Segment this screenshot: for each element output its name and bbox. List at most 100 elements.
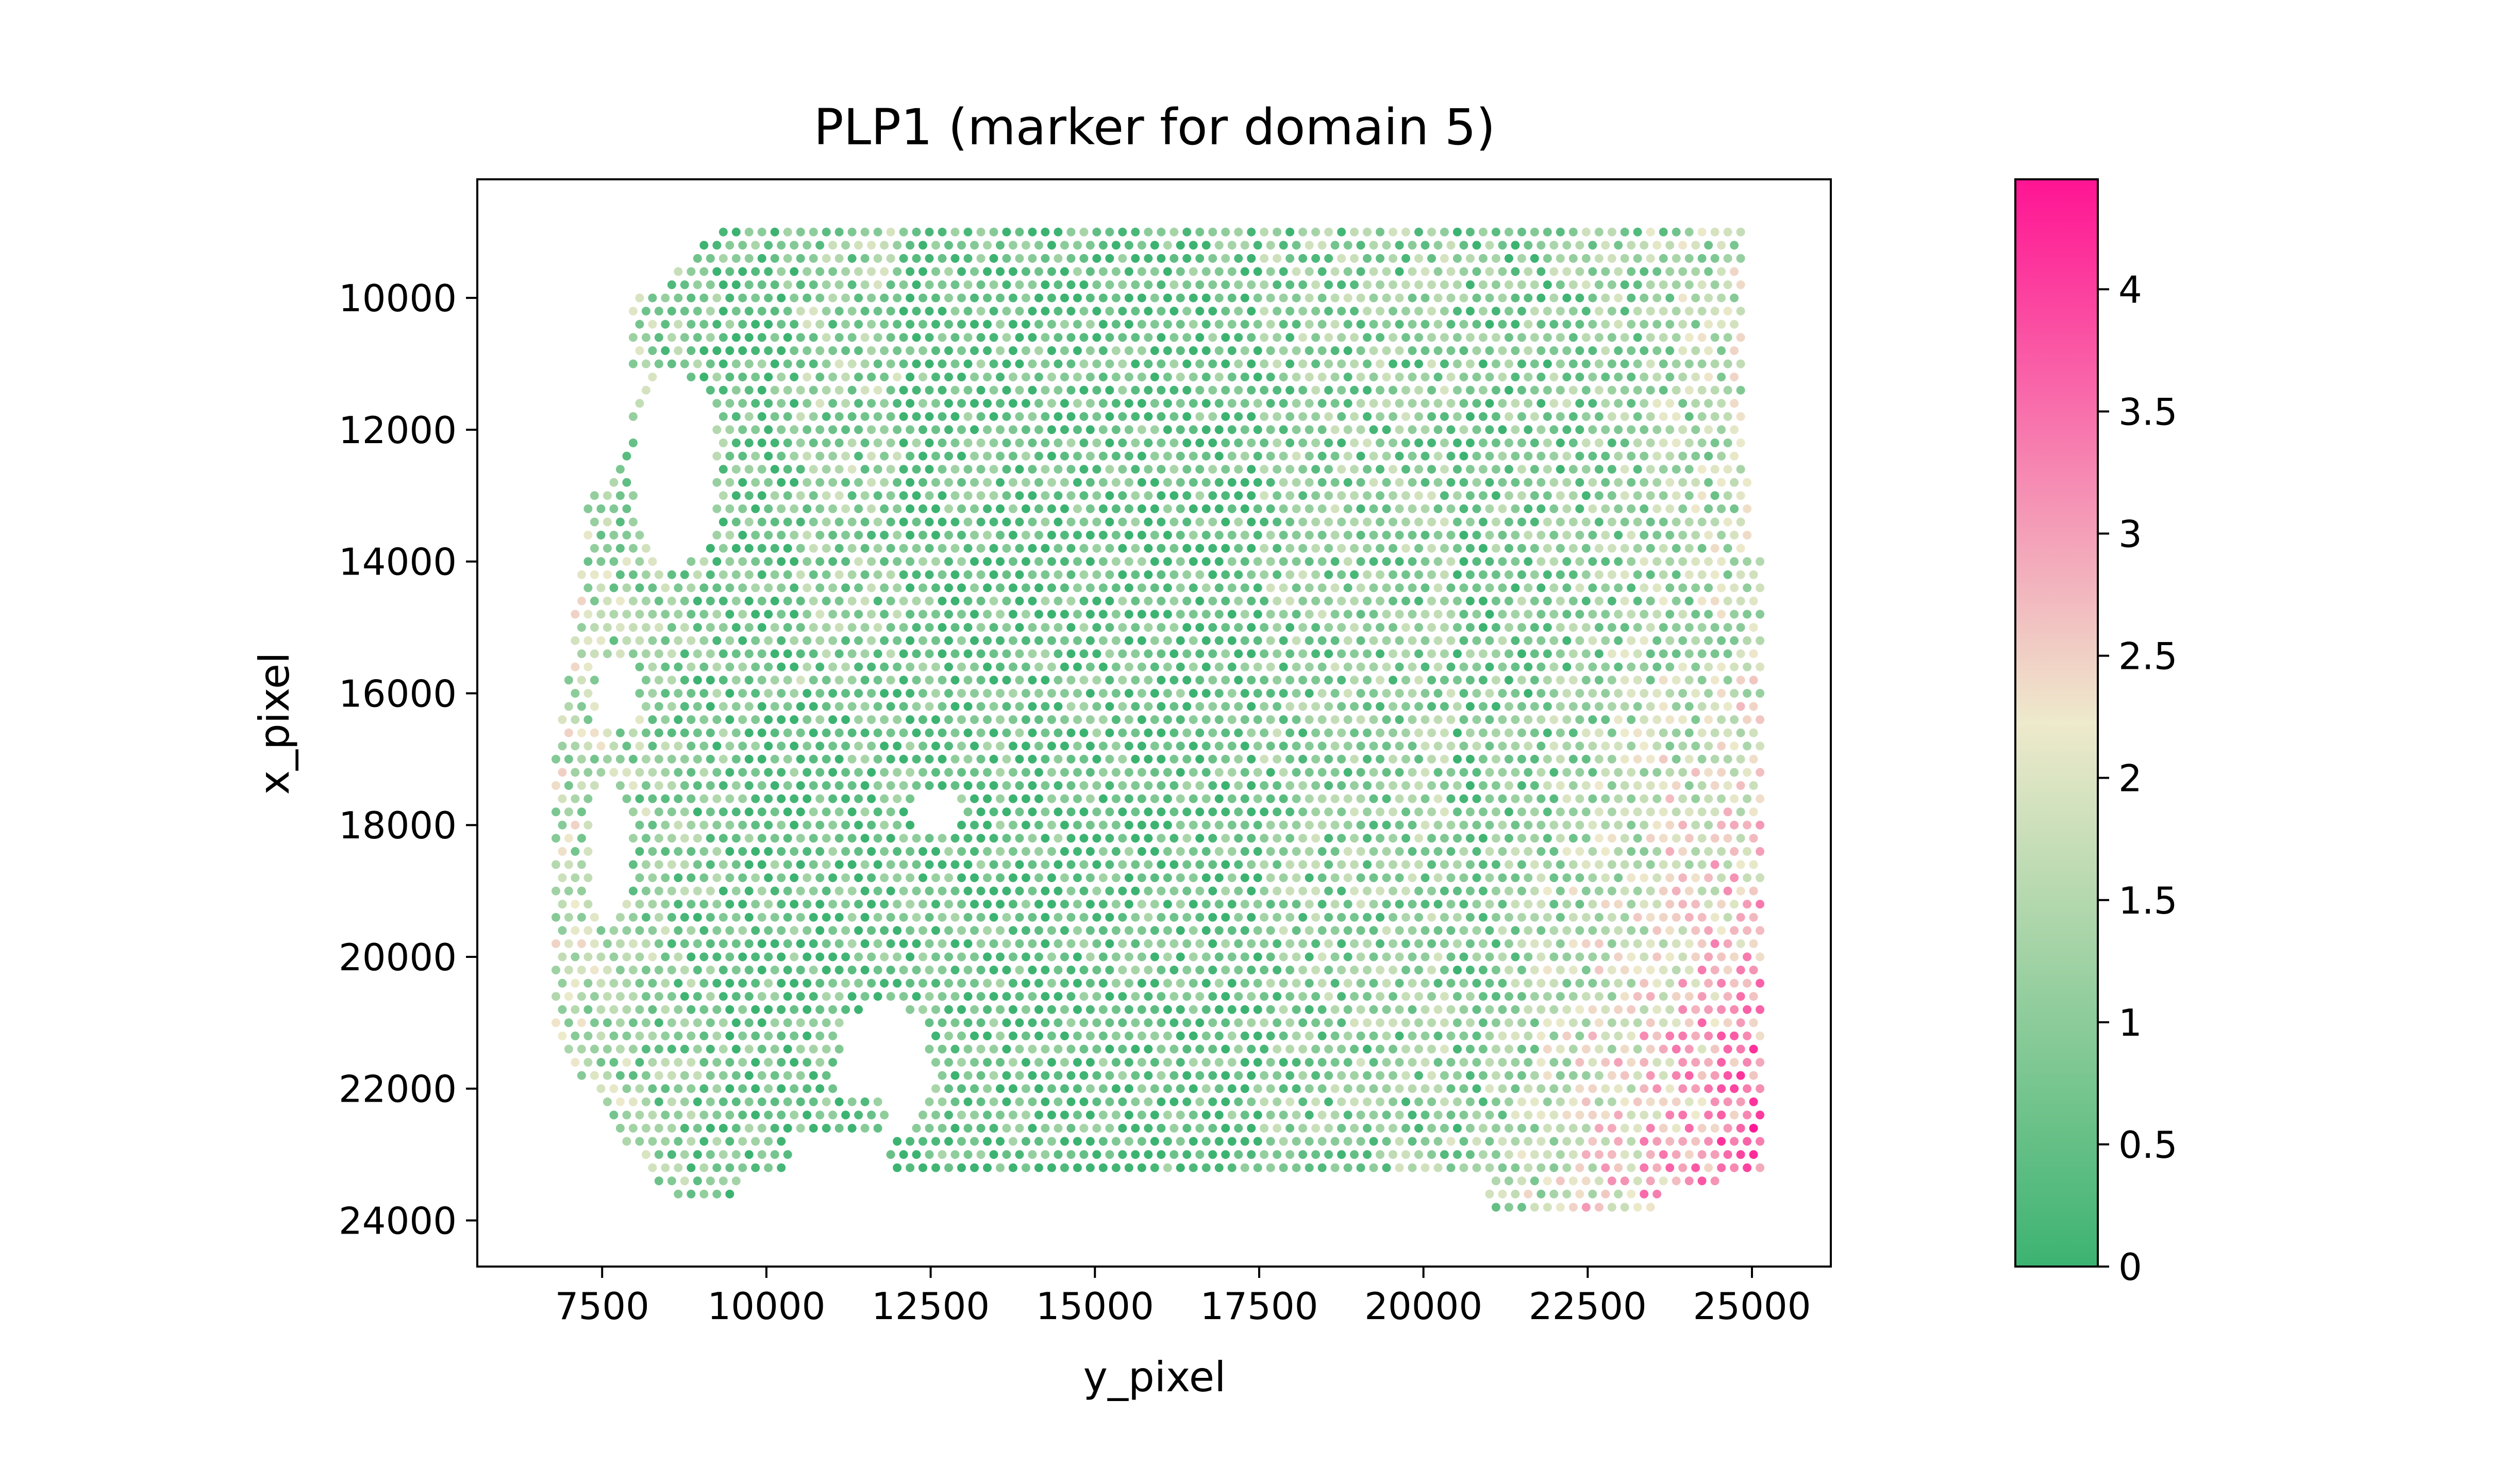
expression-spot [1214,346,1224,355]
expression-spot [1189,531,1198,539]
expression-spot [706,570,715,579]
expression-spot [1627,900,1636,909]
expression-spot [1704,241,1713,250]
expression-spot [1575,847,1584,856]
expression-spot [1478,280,1488,290]
expression-spot [912,307,921,316]
expression-spot [1150,557,1159,566]
expression-spot [1163,504,1172,513]
expression-spot [957,900,966,909]
expression-spot [1118,886,1127,896]
expression-spot [880,662,889,671]
expression-spot [1730,319,1739,329]
expression-spot [989,966,998,974]
expression-spot [1266,926,1275,935]
expression-spot [1305,557,1314,566]
expression-spot [687,715,696,724]
expression-spot [1459,267,1468,276]
expression-spot [1214,478,1224,487]
expression-spot [1131,676,1140,685]
expression-spot [1389,359,1397,368]
expression-spot [1594,385,1604,395]
expression-spot [1054,939,1063,948]
expression-spot [841,715,850,724]
expression-spot [970,636,979,645]
expression-spot [1601,425,1610,434]
expression-spot [1478,412,1488,421]
expression-spot [1433,425,1443,434]
expression-spot [1440,754,1449,764]
expression-spot [1253,741,1262,751]
expression-spot [1060,241,1069,250]
expression-spot [1073,636,1082,645]
expression-spot [674,293,683,302]
expression-spot [925,886,934,896]
expression-spot [1273,807,1282,817]
expression-spot [834,280,844,290]
expression-spot [1491,412,1500,421]
expression-spot [1485,267,1494,276]
expression-spot [1459,636,1468,645]
expression-spot [1214,241,1224,250]
expression-spot [983,847,992,856]
expression-spot [1041,465,1050,474]
expression-spot [822,781,831,790]
expression-spot [1704,425,1713,434]
expression-spot [777,952,786,962]
expression-spot [687,926,696,935]
expression-spot [1452,412,1462,421]
expression-spot [1614,425,1623,434]
expression-spot [1627,741,1636,751]
expression-spot [1253,425,1262,434]
expression-spot [583,741,593,751]
expression-spot [873,649,882,659]
expression-spot [1170,254,1179,263]
expression-spot [1189,689,1198,698]
expression-spot [1292,768,1301,777]
expression-spot [1717,820,1726,830]
expression-spot [1189,425,1198,434]
expression-spot [1221,412,1230,421]
expression-spot [1562,952,1572,962]
expression-spot [860,491,870,500]
expression-spot [912,702,921,711]
expression-spot [770,886,779,896]
expression-spot [790,425,799,434]
expression-spot [1491,385,1500,395]
expression-spot [899,544,908,553]
expression-spot [1749,860,1758,869]
expression-spot [615,913,625,922]
expression-spot [1524,451,1533,461]
expression-spot [1208,913,1217,922]
expression-spot [706,544,715,553]
expression-spot [1041,860,1050,869]
expression-spot [828,926,838,935]
expression-spot [1568,491,1578,500]
expression-spot [854,873,863,882]
expression-spot [912,623,921,632]
expression-spot [738,557,747,566]
expression-spot [1607,649,1616,659]
expression-spot [1433,662,1443,671]
expression-spot [1292,557,1301,566]
expression-spot [628,807,638,817]
expression-spot [590,676,599,685]
expression-spot [552,966,560,974]
expression-spot [803,820,812,830]
expression-spot [957,451,966,461]
expression-spot [809,254,818,263]
expression-spot [1298,886,1308,896]
expression-spot [667,333,676,342]
expression-spot [1002,781,1011,790]
expression-spot [1665,820,1675,830]
expression-spot [1330,531,1340,539]
expression-spot [1517,465,1526,474]
expression-spot [1279,794,1288,803]
expression-spot [1427,939,1436,948]
expression-spot [731,412,741,421]
expression-spot [699,557,709,566]
expression-spot [1736,227,1745,237]
expression-spot [1511,241,1520,250]
expression-spot [841,346,850,355]
expression-spot [1111,531,1121,539]
